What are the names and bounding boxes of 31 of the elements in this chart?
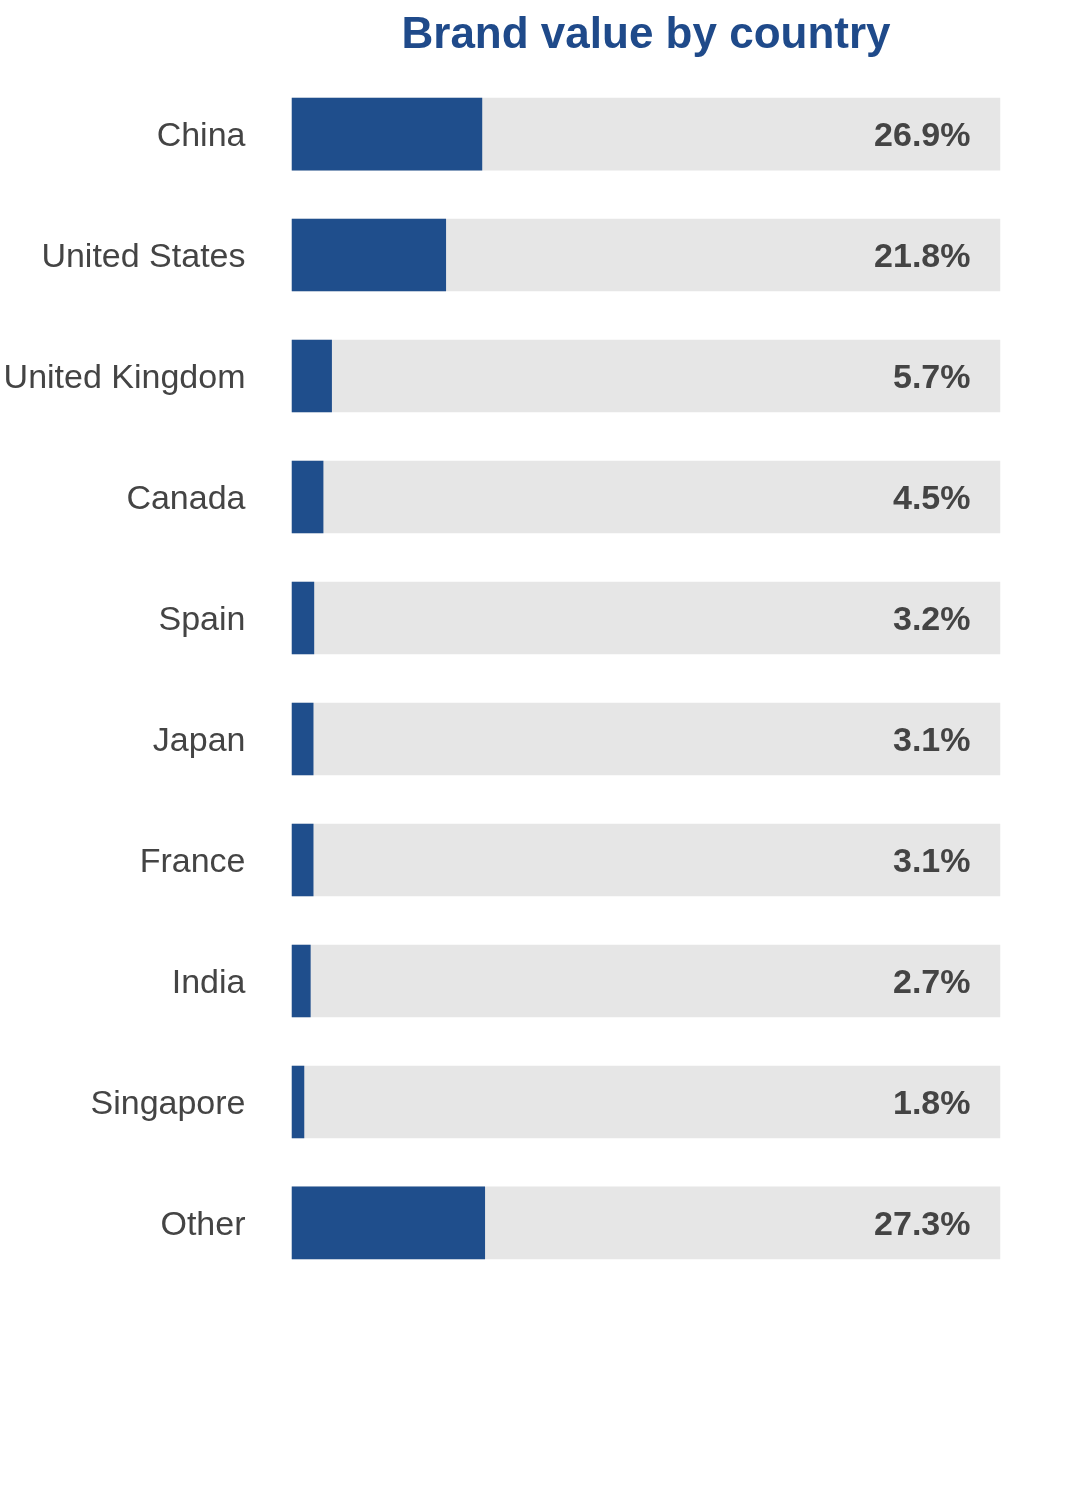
data-label: 27.3% bbox=[874, 1203, 971, 1242]
data-label: 3.2% bbox=[893, 599, 971, 638]
y-tick-label: Other bbox=[160, 1203, 246, 1242]
data-label: 3.1% bbox=[893, 840, 971, 879]
y-tick-label: India bbox=[171, 961, 246, 1000]
data-label: 2.7% bbox=[893, 961, 971, 1000]
y-tick-label: France bbox=[139, 840, 246, 879]
bar bbox=[291, 97, 483, 171]
bar bbox=[291, 823, 314, 897]
bar bbox=[291, 460, 324, 534]
data-label: 4.5% bbox=[893, 478, 971, 517]
data-label: 1.8% bbox=[893, 1082, 971, 1121]
y-tick-label: China bbox=[156, 115, 246, 154]
data-label: 21.8% bbox=[874, 236, 971, 275]
y-tick-label: United Kingdom bbox=[3, 357, 246, 396]
chart-title: Brand value by country bbox=[401, 7, 892, 57]
data-label: 26.9% bbox=[874, 115, 971, 154]
bar bbox=[291, 944, 311, 1018]
bar bbox=[291, 1065, 305, 1139]
bar bbox=[291, 702, 314, 776]
y-tick-label: Spain bbox=[158, 599, 246, 638]
bar bbox=[291, 339, 332, 413]
data-label: 5.7% bbox=[893, 357, 971, 396]
bar bbox=[291, 581, 315, 655]
y-tick-label: Canada bbox=[126, 478, 246, 517]
bar bbox=[291, 218, 447, 292]
y-tick-label: Japan bbox=[152, 719, 246, 758]
data-label: 3.1% bbox=[893, 719, 971, 758]
y-tick-label: Singapore bbox=[90, 1082, 246, 1121]
bar bbox=[291, 1186, 486, 1260]
y-tick-label: United States bbox=[41, 236, 246, 275]
